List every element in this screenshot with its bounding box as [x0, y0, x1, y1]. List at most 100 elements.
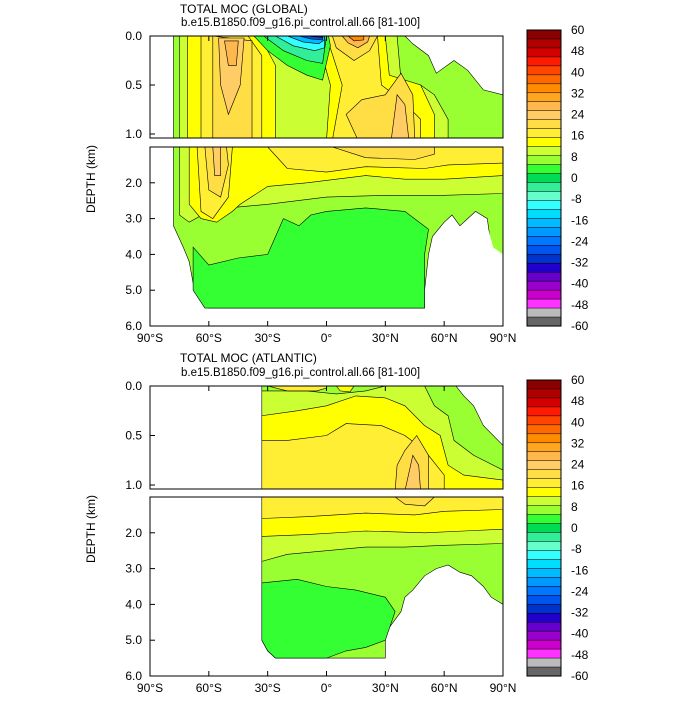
colorbar-swatch — [526, 128, 562, 139]
panel-subtitle-atlantic: b.e15.B1850.f09_g16.pi_control.all.66 [8… — [181, 367, 420, 379]
x-tick-label: 30°N — [372, 681, 399, 695]
colorbar-swatch — [526, 280, 562, 291]
colorbar-swatch — [526, 639, 562, 650]
colorbar-label: -32 — [571, 606, 589, 620]
colorbar-label: -16 — [571, 213, 589, 227]
x-tick-label: 30°N — [372, 331, 399, 345]
x-tick-label: 90°N — [490, 681, 517, 695]
colorbar-label: -8 — [571, 192, 582, 206]
colorbar-swatch — [526, 298, 562, 309]
colorbar-frame — [526, 29, 562, 327]
contour-region-lower — [267, 147, 503, 173]
colorbar-swatch — [526, 523, 562, 534]
colorbar-swatch — [526, 245, 562, 255]
land-mask — [444, 579, 503, 676]
contour-region-lower — [261, 578, 396, 659]
y-tick-label: 1.0 — [125, 478, 142, 492]
panel-title-global: TOTAL MOC (GLOBAL) — [180, 2, 308, 16]
colorbar-swatch — [526, 236, 562, 246]
lower-contours-0 — [173, 147, 503, 326]
y-tick-label: 6.0 — [125, 319, 142, 333]
colorbar-swatch — [526, 460, 562, 471]
y-tick-label: 6.0 — [125, 669, 142, 683]
colorbar-swatch — [526, 307, 562, 318]
colorbar-label: 40 — [571, 415, 585, 429]
colorbar-label: 60 — [571, 373, 585, 387]
x-tick-label: 0° — [321, 681, 333, 695]
x-tick-label: 90°N — [490, 331, 517, 345]
colorbar-label: 40 — [571, 65, 585, 79]
contour-region-upper — [405, 454, 421, 489]
contour-region-upper — [267, 386, 327, 392]
colorbar-swatch — [526, 487, 562, 498]
x-tick-label: 60°N — [431, 331, 458, 345]
y-tick-label: 0.5 — [125, 429, 142, 443]
contour-region-upper — [224, 40, 239, 66]
colorbar-swatch — [526, 478, 562, 489]
x-tick-label: 90°S — [137, 681, 163, 695]
y-tick-label: 3.0 — [125, 212, 142, 226]
colorbar-swatch — [526, 83, 562, 94]
colorbar-swatch — [526, 74, 562, 85]
colorbar-swatch — [526, 191, 562, 201]
colorbar-0: 60 48 40 32 24 16 8 0 -8 -16 -24 -32 -40 -48 -60 — [526, 23, 589, 333]
colorbar-swatch — [526, 648, 562, 659]
panel-subtitle-global: b.e15.B1850.f09_g16.pi_control.all.66 [8… — [181, 17, 420, 29]
colorbar-swatch — [526, 559, 562, 569]
x-tick-label: 60°S — [196, 331, 222, 345]
colorbar-label: 0 — [571, 171, 578, 185]
y-tick-label: 4.0 — [125, 597, 142, 611]
colorbar-swatch — [526, 424, 562, 435]
colorbar-label: -24 — [571, 234, 589, 248]
contour-region-upper — [218, 37, 245, 116]
colorbar-swatch — [526, 227, 562, 237]
y-axis-label-global: DEPTH (km) — [84, 145, 98, 213]
colorbar-swatch — [526, 173, 562, 184]
x-tick-label: 90°S — [137, 331, 163, 345]
plot-0: 90°S 60°S 30°S 0° 30°N 60°N 90°N 0.0 0.5 1.0 2.0 3.… — [125, 23, 588, 345]
colorbar-swatch — [526, 119, 562, 130]
colorbar-swatch — [526, 657, 562, 668]
colorbar-swatch — [526, 603, 562, 614]
colorbar-swatch — [526, 146, 562, 157]
colorbar-swatch — [526, 550, 562, 560]
colorbar-swatch — [526, 586, 562, 596]
y-tick-label: 0.0 — [125, 379, 142, 393]
colorbar-swatch — [526, 442, 562, 453]
colorbar-swatch — [526, 397, 562, 408]
y-axis-label-atlantic: DEPTH (km) — [84, 495, 98, 563]
colorbar-swatch — [526, 496, 562, 507]
colorbar-label: 24 — [571, 108, 585, 122]
colorbar-swatch — [526, 630, 562, 641]
colorbar-label: 48 — [571, 44, 585, 58]
colorbar-swatch — [526, 65, 562, 76]
contour-region-lower — [192, 207, 429, 309]
colorbar-label: -32 — [571, 256, 589, 270]
contour-region-lower — [332, 147, 435, 160]
colorbar-label: 16 — [571, 479, 585, 493]
colorbar-label: -16 — [571, 563, 589, 577]
y-tick-label: 1.0 — [125, 127, 142, 141]
colorbar-swatch — [526, 253, 562, 264]
contour-region-upper — [391, 94, 409, 138]
colorbar-swatch — [526, 379, 562, 390]
colorbar-label: 32 — [571, 436, 585, 450]
y-tick-label: 2.0 — [125, 176, 142, 190]
colorbar-swatch — [526, 415, 562, 426]
colorbar-label: 8 — [571, 150, 578, 164]
upper-contours-1 — [261, 386, 503, 489]
x-tick-label: 30°S — [255, 331, 281, 345]
colorbar-swatch — [526, 514, 562, 525]
contour-region-lower — [261, 497, 503, 519]
colorbar-label: -8 — [571, 542, 582, 556]
colorbar-swatch — [526, 262, 562, 273]
land-mask — [434, 218, 503, 326]
colorbar-swatch — [526, 451, 562, 462]
colorbar-swatch — [526, 164, 562, 175]
colorbar-swatch — [526, 137, 562, 148]
colorbar-swatch — [526, 110, 562, 121]
y-tick-label: 0.5 — [125, 78, 142, 92]
colorbar-swatch — [526, 182, 562, 192]
colorbar-swatch — [526, 666, 562, 677]
